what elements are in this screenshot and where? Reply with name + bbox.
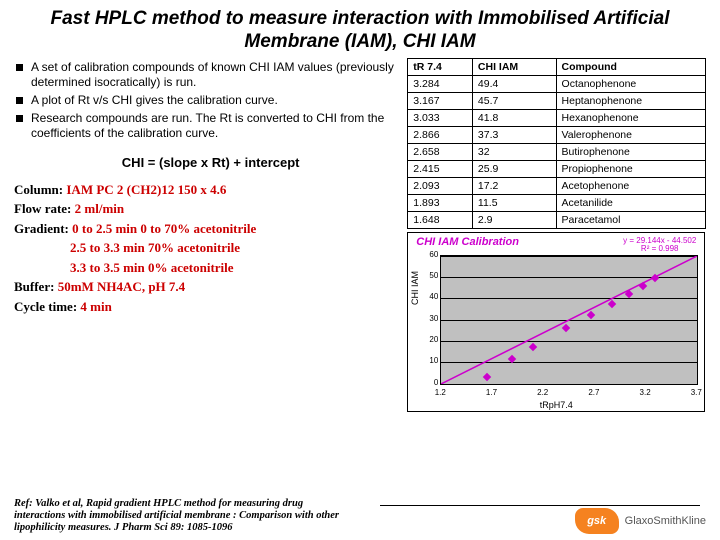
table-row: 3.16745.7Heptanophenone [408, 92, 706, 109]
table-row: 2.09317.2Acetophenone [408, 177, 706, 194]
reference-citation: Ref: Valko et al, Rapid gradient HPLC me… [14, 498, 354, 534]
table-row: 1.89311.5Acetanilide [408, 194, 706, 211]
gsk-badge: gsk [575, 508, 619, 534]
table-row: 2.65832Butirophenone [408, 143, 706, 160]
table-row: 2.41525.9Propiophenone [408, 160, 706, 177]
y-axis-label: CHI IAM [410, 271, 420, 305]
calibration-chart: CHI IAM Calibration y = 29.144x - 44.502… [407, 232, 705, 412]
chart-title: CHI IAM Calibration [416, 236, 519, 248]
company-logo: gsk GlaxoSmithKline [575, 508, 706, 534]
method-params: Column: IAM PC 2 (CH2)12 150 x 4.6 Flow … [14, 180, 407, 317]
table-row: 1.6482.9Paracetamol [408, 211, 706, 228]
x-axis-label: tRpH7.4 [540, 400, 573, 410]
formula: CHI = (slope x Rt) + intercept [14, 155, 407, 170]
bullet-list: A set of calibration compounds of known … [14, 58, 407, 141]
gsk-name: GlaxoSmithKline [625, 515, 706, 527]
footer-divider [380, 505, 700, 506]
table-header: tR 7.4 CHI IAM Compound [408, 58, 706, 75]
calibration-table: tR 7.4 CHI IAM Compound 3.28449.4Octanop… [407, 58, 706, 229]
table-row: 2.86637.3Valerophenone [408, 126, 706, 143]
chart-equation: y = 29.144x - 44.502 R² = 0.998 [623, 237, 696, 255]
bullet-item: A plot of Rt v/s CHI gives the calibrati… [14, 93, 407, 108]
bullet-item: Research compounds are run. The Rt is co… [14, 111, 407, 141]
table-row: 3.28449.4Octanophenone [408, 75, 706, 92]
table-row: 3.03341.8Hexanophenone [408, 109, 706, 126]
bullet-item: A set of calibration compounds of known … [14, 60, 407, 90]
page-title: Fast HPLC method to measure interaction … [0, 0, 720, 58]
